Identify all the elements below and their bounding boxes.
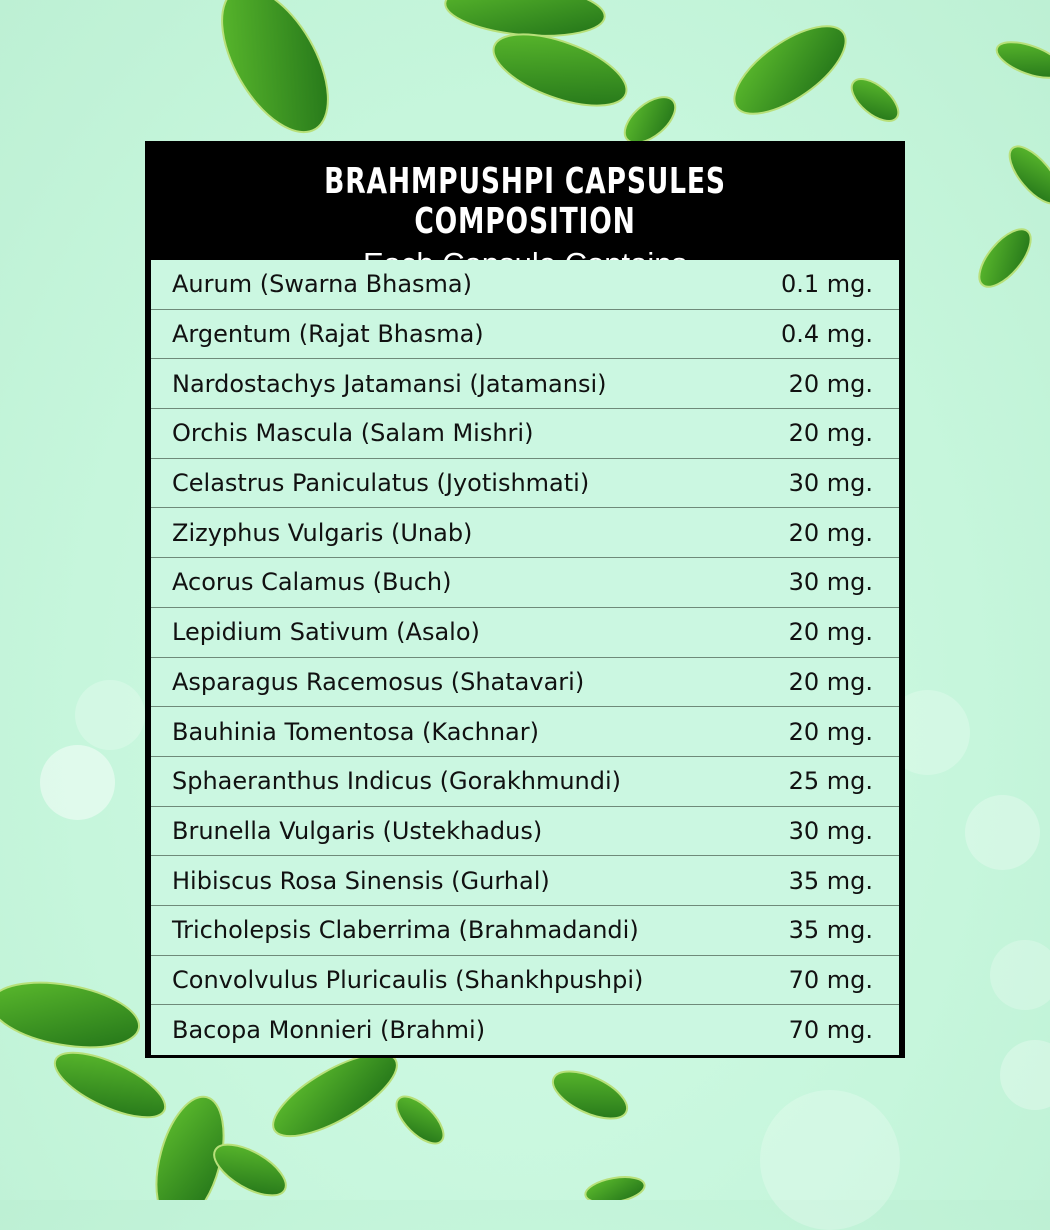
page-title: BRAHMPUSHPI CAPSULES COMPOSITION — [324, 161, 726, 242]
table-row: Convolvulus Pluricaulis (Shankhpushpi) 70… — [151, 956, 899, 1006]
bokeh-light — [40, 745, 115, 820]
ingredient-amount: 35 mg. — [788, 916, 873, 945]
ingredient-name: Orchis Mascula (Salam Mishri) — [172, 419, 534, 448]
table-row: Bacopa Monnieri (Brahmi) 70 mg. — [151, 1005, 899, 1055]
bokeh-light — [75, 680, 145, 750]
table-row: Acorus Calamus (Buch) 30 mg. — [151, 558, 899, 608]
bokeh-light — [1000, 1040, 1050, 1110]
ingredient-amount: 30 mg. — [788, 568, 873, 597]
composition-table: BRAHMPUSHPI CAPSULES COMPOSITION Each Ca… — [145, 141, 905, 1058]
ingredient-name: Bauhinia Tomentosa (Kachnar) — [172, 717, 539, 746]
table-row: Hibiscus Rosa Sinensis (Gurhal) 35 mg. — [151, 856, 899, 906]
ingredient-name: Zizyphus Vulgaris (Unab) — [172, 518, 473, 547]
bokeh-light — [965, 795, 1040, 870]
ingredient-name: Aurum (Swarna Bhasma) — [172, 270, 472, 299]
table-row: Orchis Mascula (Salam Mishri) 20 mg. — [151, 409, 899, 459]
bokeh-light — [990, 940, 1050, 1010]
table-row: Aurum (Swarna Bhasma) 0.1 mg. — [151, 260, 899, 310]
table-row: Lepidium Sativum (Asalo) 20 mg. — [151, 608, 899, 658]
table-row: Argentum (Rajat Bhasma) 0.4 mg. — [151, 310, 899, 360]
ingredient-amount: 30 mg. — [788, 469, 873, 498]
ingredient-name: Celastrus Paniculatus (Jyotishmati) — [172, 469, 590, 498]
ingredient-name: Convolvulus Pluricaulis (Shankhpushpi) — [172, 965, 644, 994]
ingredient-amount: 70 mg. — [788, 965, 873, 994]
table-row: Brunella Vulgaris (Ustekhadus) 30 mg. — [151, 807, 899, 857]
ingredient-name: Asparagus Racemosus (Shatavari) — [172, 667, 585, 696]
ingredient-amount: 0.4 mg. — [780, 320, 873, 349]
ingredient-amount: 25 mg. — [788, 767, 873, 796]
table-row: Sphaeranthus Indicus (Gorakhmundi) 25 mg. — [151, 757, 899, 807]
ingredient-name: Lepidium Sativum (Asalo) — [172, 618, 480, 647]
ingredient-name: Brunella Vulgaris (Ustekhadus) — [172, 816, 543, 845]
ingredient-amount: 35 mg. — [788, 866, 873, 895]
ingredient-name: Acorus Calamus (Buch) — [172, 568, 452, 597]
ingredient-amount: 70 mg. — [788, 1016, 873, 1045]
table-row: Asparagus Racemosus (Shatavari) 20 mg. — [151, 658, 899, 708]
table-row: Bauhinia Tomentosa (Kachnar) 20 mg. — [151, 707, 899, 757]
ingredient-name: Sphaeranthus Indicus (Gorakhmundi) — [172, 767, 622, 796]
ingredient-amount: 0.1 mg. — [780, 270, 873, 299]
ingredient-rows: Aurum (Swarna Bhasma) 0.1 mg. Argentum (Ra… — [151, 260, 899, 1055]
ingredient-amount: 20 mg. — [788, 667, 873, 696]
ingredient-name: Tricholepsis Claberrima (Brahmadandi) — [172, 916, 639, 945]
table-row: Nardostachys Jatamansi (Jatamansi) 20 mg. — [151, 359, 899, 410]
ingredient-amount: 20 mg. — [788, 717, 873, 746]
ingredient-name: Hibiscus Rosa Sinensis (Gurhal) — [172, 866, 550, 895]
leaves-decoration — [0, 0, 1050, 1200]
ingredient-amount: 20 mg. — [788, 618, 873, 647]
ingredient-name: Nardostachys Jatamansi (Jatamansi) — [172, 369, 607, 398]
ingredient-name: Argentum (Rajat Bhasma) — [172, 320, 484, 349]
table-row: Celastrus Paniculatus (Jyotishmati) 30 mg… — [151, 459, 899, 509]
table-header: BRAHMPUSHPI CAPSULES COMPOSITION Each Ca… — [148, 144, 902, 281]
table-row: Zizyphus Vulgaris (Unab) 20 mg. — [151, 508, 899, 559]
ingredient-amount: 20 mg. — [788, 419, 873, 448]
ingredient-name: Bacopa Monnieri (Brahmi) — [172, 1016, 486, 1045]
ingredient-amount: 20 mg. — [788, 369, 873, 398]
ingredient-amount: 20 mg. — [788, 518, 873, 547]
table-row: Tricholepsis Claberrima (Brahmadandi) 35 … — [151, 906, 899, 956]
ingredient-amount: 30 mg. — [788, 816, 873, 845]
